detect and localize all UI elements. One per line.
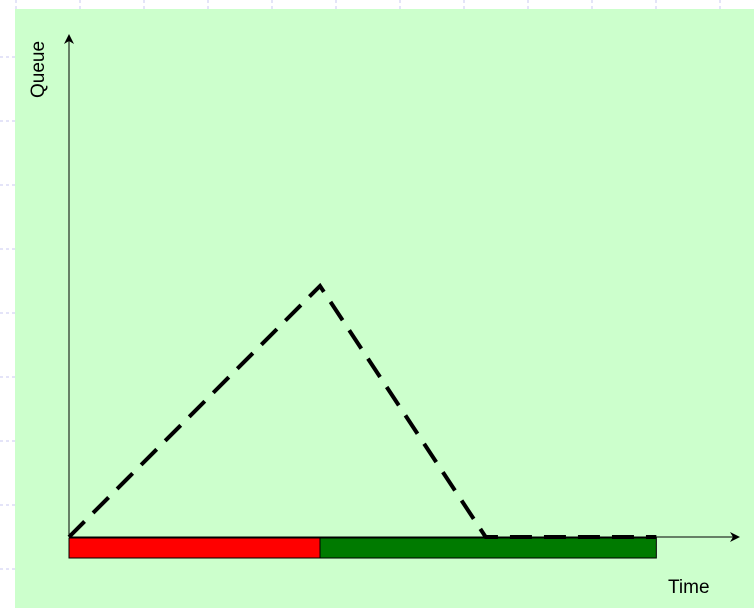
y-axis-label: Queue [28,40,49,98]
x-axis-label: Time [668,577,710,598]
x-axis-arrowhead [730,532,740,542]
red-phase-bar [68,537,321,559]
y-axis-arrowhead [64,34,74,44]
diagram-panel [15,9,754,608]
queue-curve [67,282,657,539]
green-phase-bar [319,537,657,559]
